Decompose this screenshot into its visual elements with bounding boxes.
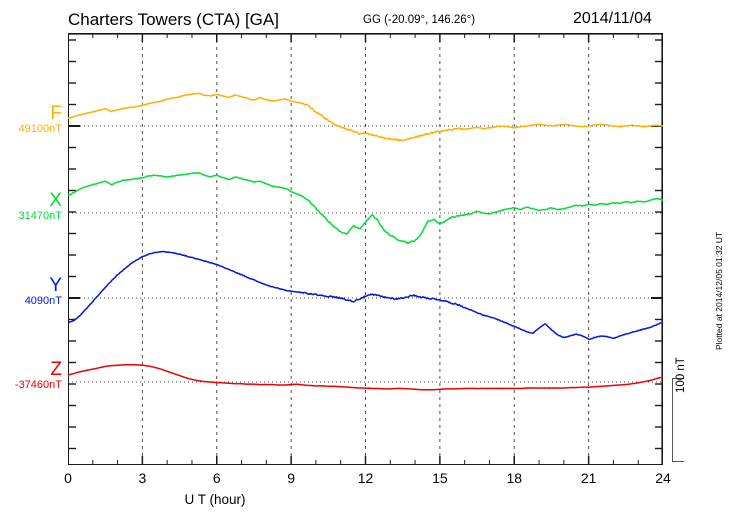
component-baseline-y: 4090nT [24,295,62,307]
x-axis-tick-label: 15 [432,470,448,486]
component-label-x: X 31470nT [0,191,62,223]
x-axis-tick-label: 9 [287,470,296,486]
component-letter-f: F [50,103,62,124]
x-axis-title: U T (hour) [184,492,246,507]
component-label-z: Z -37460nT [0,360,62,392]
component-baseline-z: -37460nT [14,379,62,391]
grid-lines [141,33,590,465]
component-label-y: Y 4090nT [0,276,62,308]
data-series [68,92,663,391]
plotted-at-timestamp: Plotted at 2014/12/05 01:32 UT [714,231,724,350]
x-axis-ticks [68,33,663,465]
observation-date: 2014/11/04 [573,10,652,27]
page-title: Charters Towers (CTA) [GA] [68,10,279,29]
component-letter-z: Z [50,359,62,380]
scale-bar [672,378,684,462]
x-axis-tick-label: 12 [357,470,374,486]
x-axis-tick-label: 6 [212,470,221,486]
x-axis-tick-label: 0 [64,470,72,486]
component-baseline-f: 49100nT [18,123,62,135]
geographic-coordinates: GG (-20.09°, 146.26°) [363,14,476,26]
component-letter-x: X [49,190,62,211]
scale-bar-label: 100 nT [675,357,687,393]
component-baseline-x: 31470nT [18,210,62,222]
x-axis-tick-label: 18 [506,470,523,486]
magnetogram-plot [68,33,663,465]
x-axis-tick-label: 21 [580,470,597,486]
x-axis-tick-label: 3 [138,470,147,486]
component-label-f: F 49100nT [0,104,62,136]
x-axis-tick-label: 24 [655,470,671,486]
component-letter-y: Y [49,275,62,296]
